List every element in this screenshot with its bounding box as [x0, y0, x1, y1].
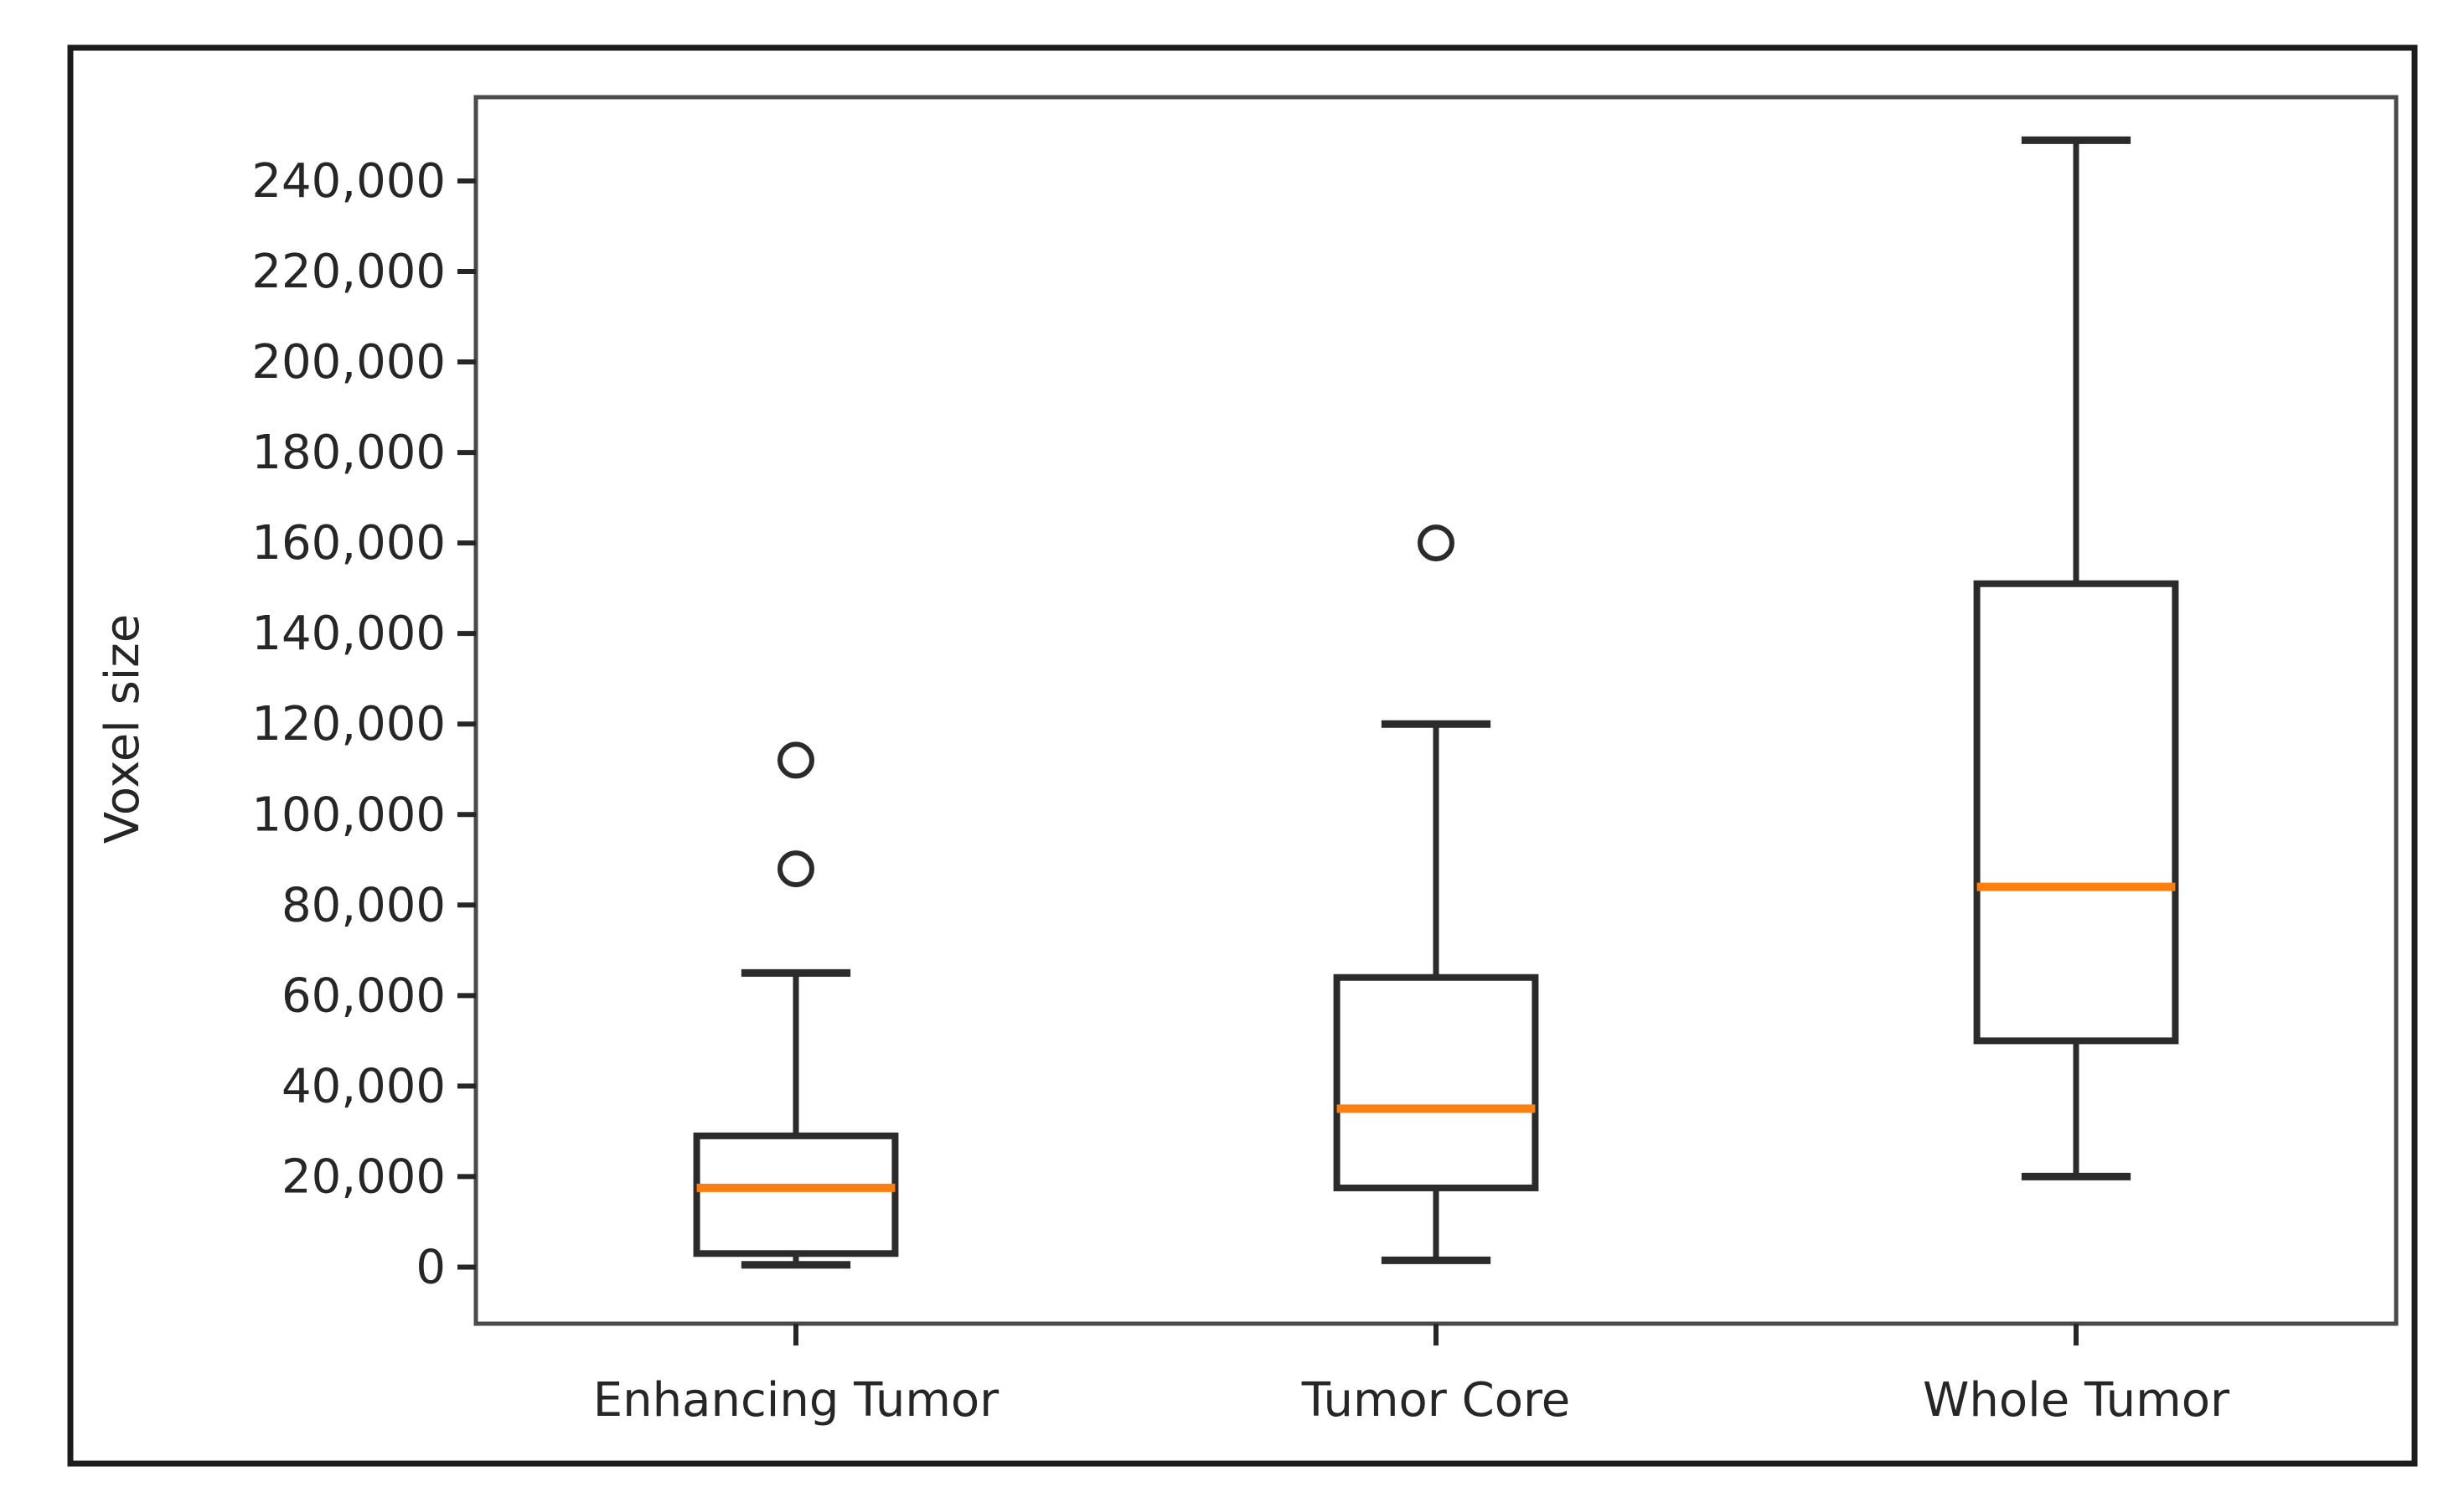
outlier-marker: [777, 850, 814, 888]
y-tick-label: 20,000: [282, 1149, 446, 1204]
y-tick-label: 0: [416, 1240, 446, 1294]
axis-ticks-layer: 0 20,000 40,000 60,000 80,000 100,000 120,000 1…: [251, 154, 2230, 1428]
y-tick-label: 120,000: [251, 697, 446, 751]
y-tick-label: 100,000: [251, 788, 446, 842]
box-group-2: [1333, 524, 1539, 1264]
x-tick-label: Tumor Core: [1301, 1373, 1570, 1428]
outlier-marker: [1418, 524, 1454, 562]
y-tick-label: 40,000: [282, 1059, 446, 1113]
y-tick-label: 240,000: [251, 154, 446, 209]
y-tick-label: 80,000: [282, 878, 446, 932]
iqr-box: [1333, 973, 1539, 1191]
boxes-layer: [693, 136, 2179, 1269]
y-tick-label: 160,000: [251, 516, 446, 571]
y-tick-label: 220,000: [251, 245, 446, 299]
y-tick-label: 140,000: [251, 607, 446, 661]
outlier-marker: [777, 741, 814, 779]
y-axis-title: Voxel size: [96, 614, 150, 844]
x-tick-label: Enhancing Tumor: [593, 1373, 1000, 1428]
iqr-box: [693, 1132, 899, 1258]
y-tick-label: 200,000: [251, 335, 446, 390]
box-group-3: [1973, 136, 2179, 1180]
y-tick-label: 180,000: [251, 426, 446, 480]
box-group-1: [693, 741, 899, 1269]
y-tick-label: 60,000: [282, 968, 446, 1023]
x-tick-label: Whole Tumor: [1923, 1373, 2230, 1428]
iqr-box: [1973, 580, 2179, 1045]
